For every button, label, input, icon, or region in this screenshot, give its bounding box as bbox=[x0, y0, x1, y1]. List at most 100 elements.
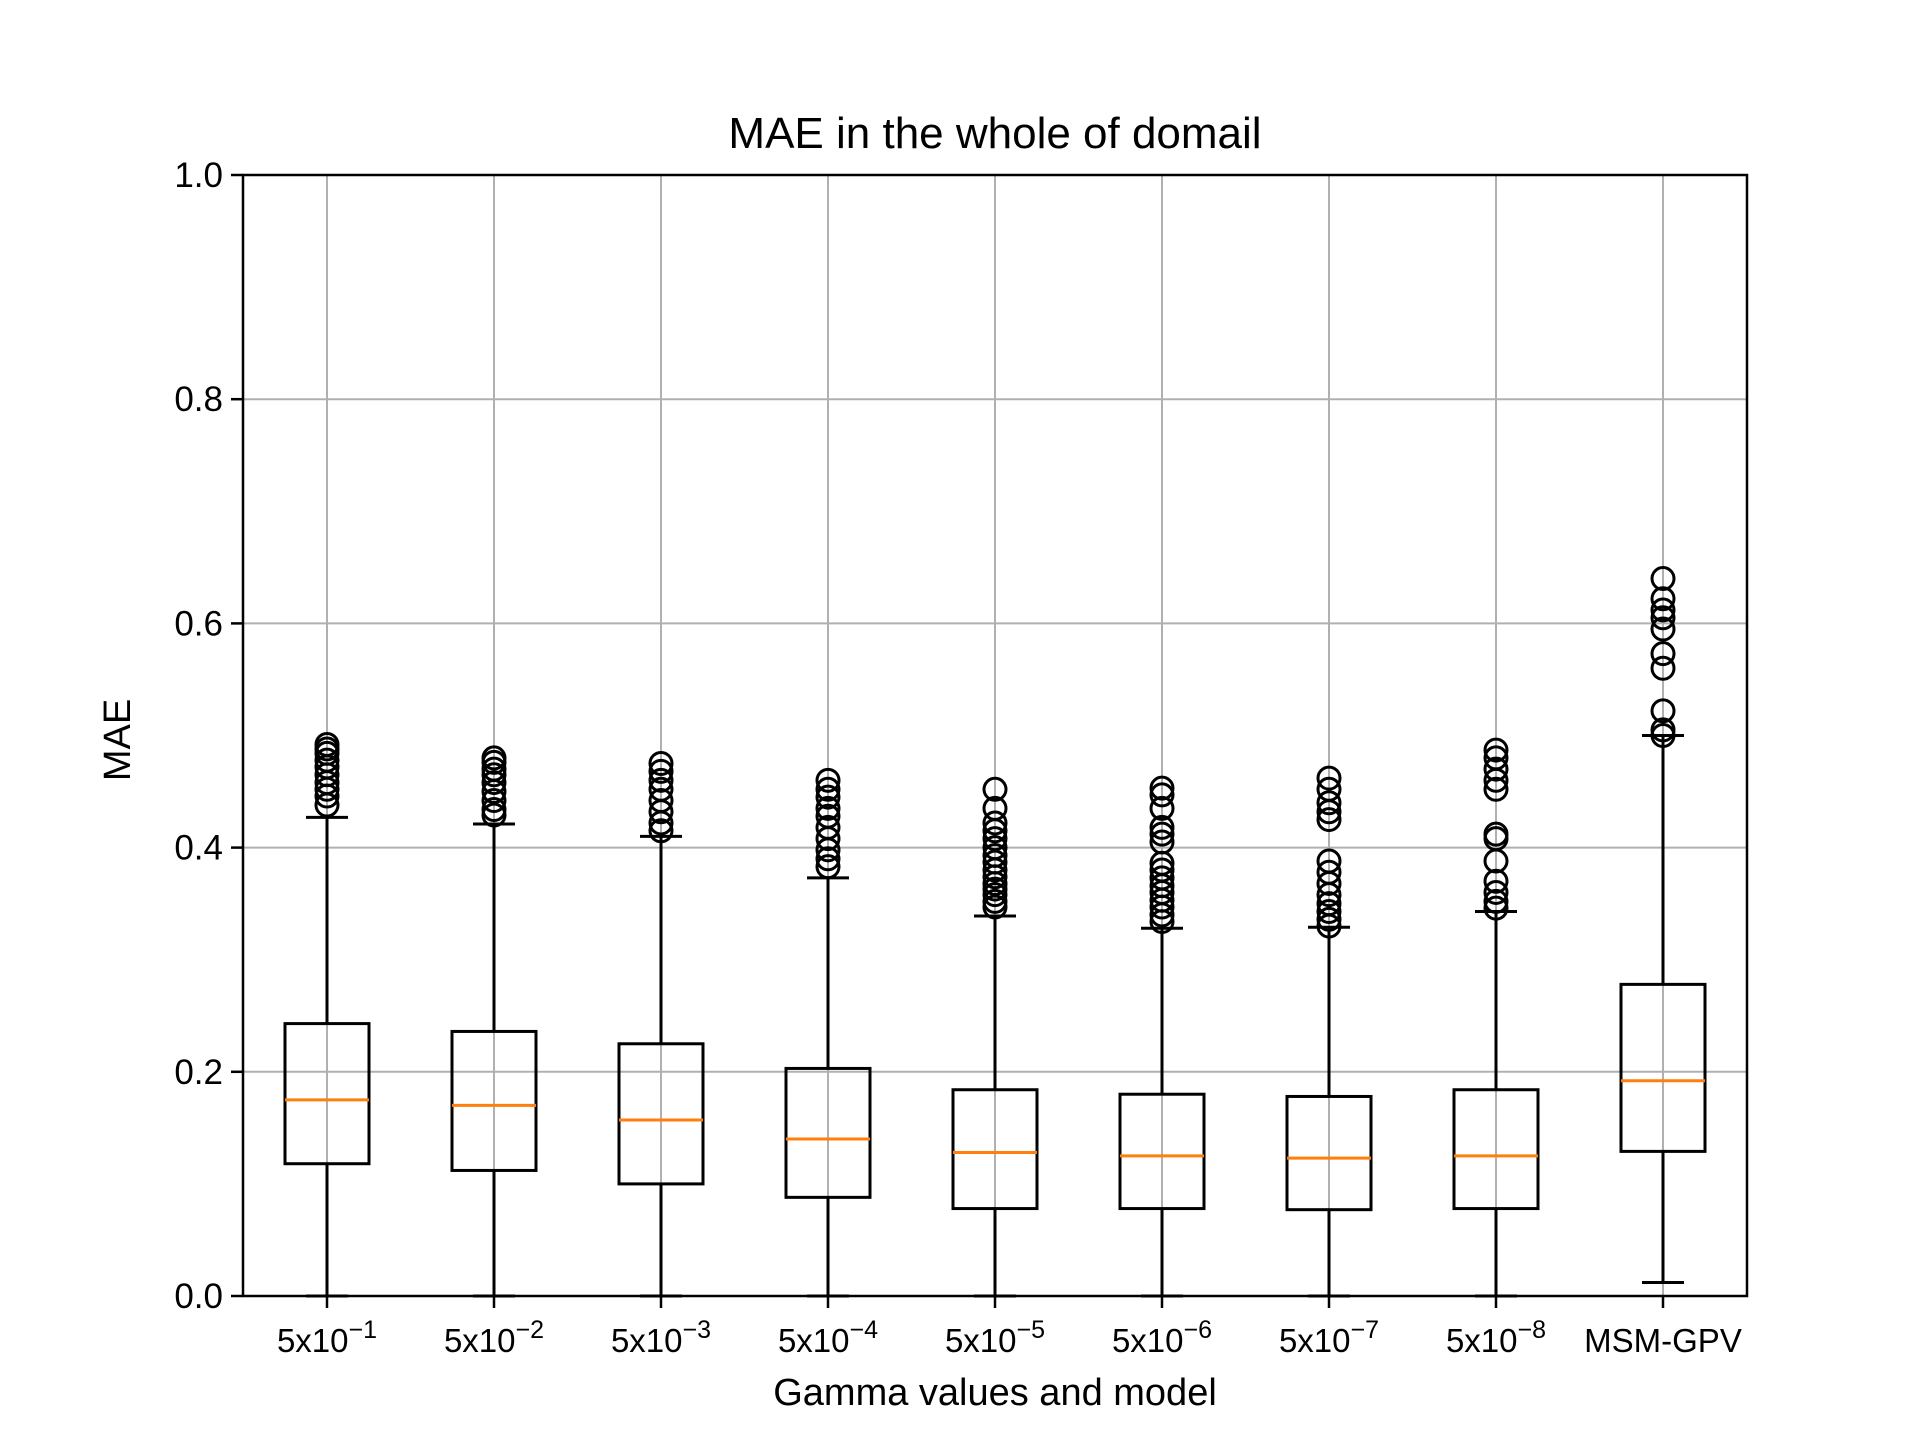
box-plot-series bbox=[283, 566, 1707, 1298]
outlier-point bbox=[1316, 891, 1342, 917]
y-tick-label: 0.6 bbox=[174, 604, 223, 643]
outlier-point bbox=[1650, 566, 1676, 592]
outlier-point bbox=[815, 767, 841, 793]
x-tick-label: 5x10−8 bbox=[1446, 1316, 1546, 1359]
x-tick-exponent: −2 bbox=[516, 1316, 545, 1344]
outlier-point bbox=[815, 776, 841, 802]
outlier-point bbox=[1483, 737, 1509, 763]
outlier-point bbox=[1483, 776, 1509, 802]
outlier-point bbox=[1149, 775, 1175, 801]
outlier-point bbox=[982, 849, 1008, 875]
outlier-point bbox=[982, 826, 1008, 852]
outlier-point bbox=[1483, 821, 1509, 847]
outlier-point bbox=[1149, 865, 1175, 891]
x-tick-label: 5x10−1 bbox=[277, 1316, 377, 1359]
outlier-point bbox=[815, 803, 841, 829]
outlier-point bbox=[1149, 814, 1175, 840]
y-tick-label: 0.2 bbox=[174, 1053, 223, 1092]
outlier-point bbox=[314, 731, 340, 757]
outlier-point bbox=[1316, 906, 1342, 932]
grid-lines bbox=[243, 174, 1747, 1297]
outlier-point bbox=[982, 795, 1008, 821]
outlier-point bbox=[1316, 807, 1342, 833]
x-tick-exponent: −5 bbox=[1017, 1316, 1046, 1344]
x-tick-base: 5x10 bbox=[1112, 1322, 1184, 1359]
box-group bbox=[1452, 737, 1540, 1298]
x-tick-base: 5x10 bbox=[611, 1322, 683, 1359]
iqr-box bbox=[1285, 1094, 1373, 1212]
outlier-point bbox=[1483, 756, 1509, 782]
box-group bbox=[1118, 775, 1206, 1298]
outlier-point bbox=[982, 842, 1008, 868]
outlier-point bbox=[1650, 655, 1676, 681]
outlier-point bbox=[648, 776, 674, 802]
outlier-point bbox=[982, 776, 1008, 802]
x-tick-label: 5x10−3 bbox=[611, 1316, 711, 1359]
outlier-point bbox=[481, 770, 507, 796]
outlier-point bbox=[815, 854, 841, 880]
outlier-point bbox=[481, 745, 507, 771]
outlier-point bbox=[982, 835, 1008, 861]
y-tick-label: 0.0 bbox=[174, 1277, 223, 1316]
outlier-point bbox=[1650, 641, 1676, 667]
box-group bbox=[1285, 765, 1373, 1298]
x-tick-exponent: −3 bbox=[683, 1316, 712, 1344]
outlier-point bbox=[1316, 859, 1342, 885]
outlier-point bbox=[815, 784, 841, 810]
x-tick-label: 5x10−7 bbox=[1279, 1316, 1379, 1359]
outlier-point bbox=[1316, 898, 1342, 924]
outlier-point bbox=[982, 810, 1008, 836]
x-tick-base: MSM-GPV bbox=[1584, 1322, 1742, 1359]
x-tick-label: 5x10−2 bbox=[444, 1316, 544, 1359]
outlier-point bbox=[1149, 782, 1175, 808]
iqr-box bbox=[283, 1022, 371, 1166]
outlier-point bbox=[815, 846, 841, 872]
outlier-point bbox=[648, 788, 674, 814]
outlier-point bbox=[1650, 698, 1676, 724]
x-tick-base: 5x10 bbox=[1446, 1322, 1518, 1359]
outlier-point bbox=[1650, 717, 1676, 743]
iqr-box bbox=[1118, 1092, 1206, 1211]
x-tick-base: 5x10 bbox=[277, 1322, 349, 1359]
outlier-point bbox=[481, 796, 507, 822]
outlier-point bbox=[648, 767, 674, 793]
x-tick-label: 5x10−5 bbox=[945, 1316, 1045, 1359]
outlier-point bbox=[1149, 821, 1175, 847]
x-tick-exponent: −1 bbox=[349, 1316, 378, 1344]
outlier-point bbox=[982, 888, 1008, 914]
outlier-point bbox=[1483, 895, 1509, 921]
box-group bbox=[1619, 566, 1707, 1285]
x-axis-label: Gamma values and model bbox=[773, 1372, 1217, 1414]
iqr-box bbox=[1452, 1088, 1540, 1211]
iqr-box bbox=[617, 1042, 705, 1186]
x-tick-label: MSM-GPV bbox=[1584, 1322, 1742, 1359]
outlier-point bbox=[1650, 597, 1676, 623]
x-tick-label: 5x10−4 bbox=[778, 1316, 878, 1359]
box-group bbox=[450, 745, 538, 1298]
outlier-point bbox=[1483, 879, 1509, 905]
iqr-box bbox=[951, 1088, 1039, 1211]
outlier-point bbox=[1149, 795, 1175, 821]
iqr-box bbox=[450, 1029, 538, 1172]
outlier-point bbox=[1650, 605, 1676, 631]
outlier-point bbox=[648, 751, 674, 777]
x-tick-exponent: −8 bbox=[1518, 1316, 1547, 1344]
iqr-box bbox=[784, 1066, 872, 1199]
box-group bbox=[617, 751, 705, 1298]
x-tick-base: 5x10 bbox=[945, 1322, 1017, 1359]
x-tick-exponent: −7 bbox=[1351, 1316, 1380, 1344]
y-tick-label: 0.8 bbox=[174, 380, 223, 419]
outlier-point bbox=[648, 818, 674, 844]
x-axis-ticks: 5x10−1 5x10−2 5x10−3 5x10−4 5x10−5 5x10−6 5x10… bbox=[277, 1296, 1742, 1359]
outlier-point bbox=[1149, 857, 1175, 883]
outlier-point bbox=[314, 747, 340, 773]
outlier-point bbox=[1316, 848, 1342, 874]
outlier-point bbox=[481, 756, 507, 782]
outlier-point bbox=[1483, 745, 1509, 771]
y-tick-label: 0.4 bbox=[174, 829, 223, 868]
outlier-point bbox=[1650, 616, 1676, 642]
y-tick-label: 1.0 bbox=[174, 156, 223, 195]
outlier-point bbox=[1483, 868, 1509, 894]
outlier-point bbox=[1316, 765, 1342, 791]
